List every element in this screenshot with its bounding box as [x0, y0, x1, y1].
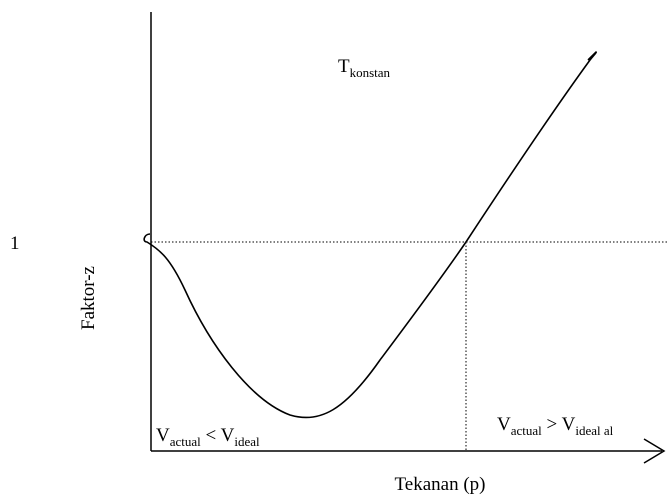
x-axis-arrow: [643, 438, 666, 464]
left-v1: V: [156, 425, 170, 446]
z-curve: [143, 51, 597, 419]
right-v1: V: [497, 414, 511, 435]
condition-sub: konstan: [350, 65, 391, 80]
right-s2: ideal al: [575, 423, 613, 438]
x-axis-label: Tekanan (p): [395, 474, 486, 495]
condition-main: T: [338, 56, 350, 77]
left-s2: ideal: [234, 434, 260, 449]
right-note: Vactual > Videal al: [497, 414, 614, 438]
right-s1: actual: [511, 423, 542, 438]
condition-label: Tkonstan: [338, 56, 391, 80]
left-s1: actual: [170, 434, 201, 449]
left-note: Vactual < Videal: [156, 425, 260, 449]
y-tick-label: 1: [10, 233, 20, 254]
right-mid: > V: [542, 414, 576, 435]
y-axis-label: Faktor-z: [78, 266, 99, 330]
left-mid: < V: [201, 425, 235, 446]
